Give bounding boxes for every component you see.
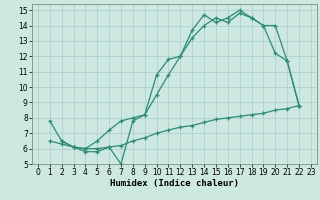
X-axis label: Humidex (Indice chaleur): Humidex (Indice chaleur) bbox=[110, 179, 239, 188]
